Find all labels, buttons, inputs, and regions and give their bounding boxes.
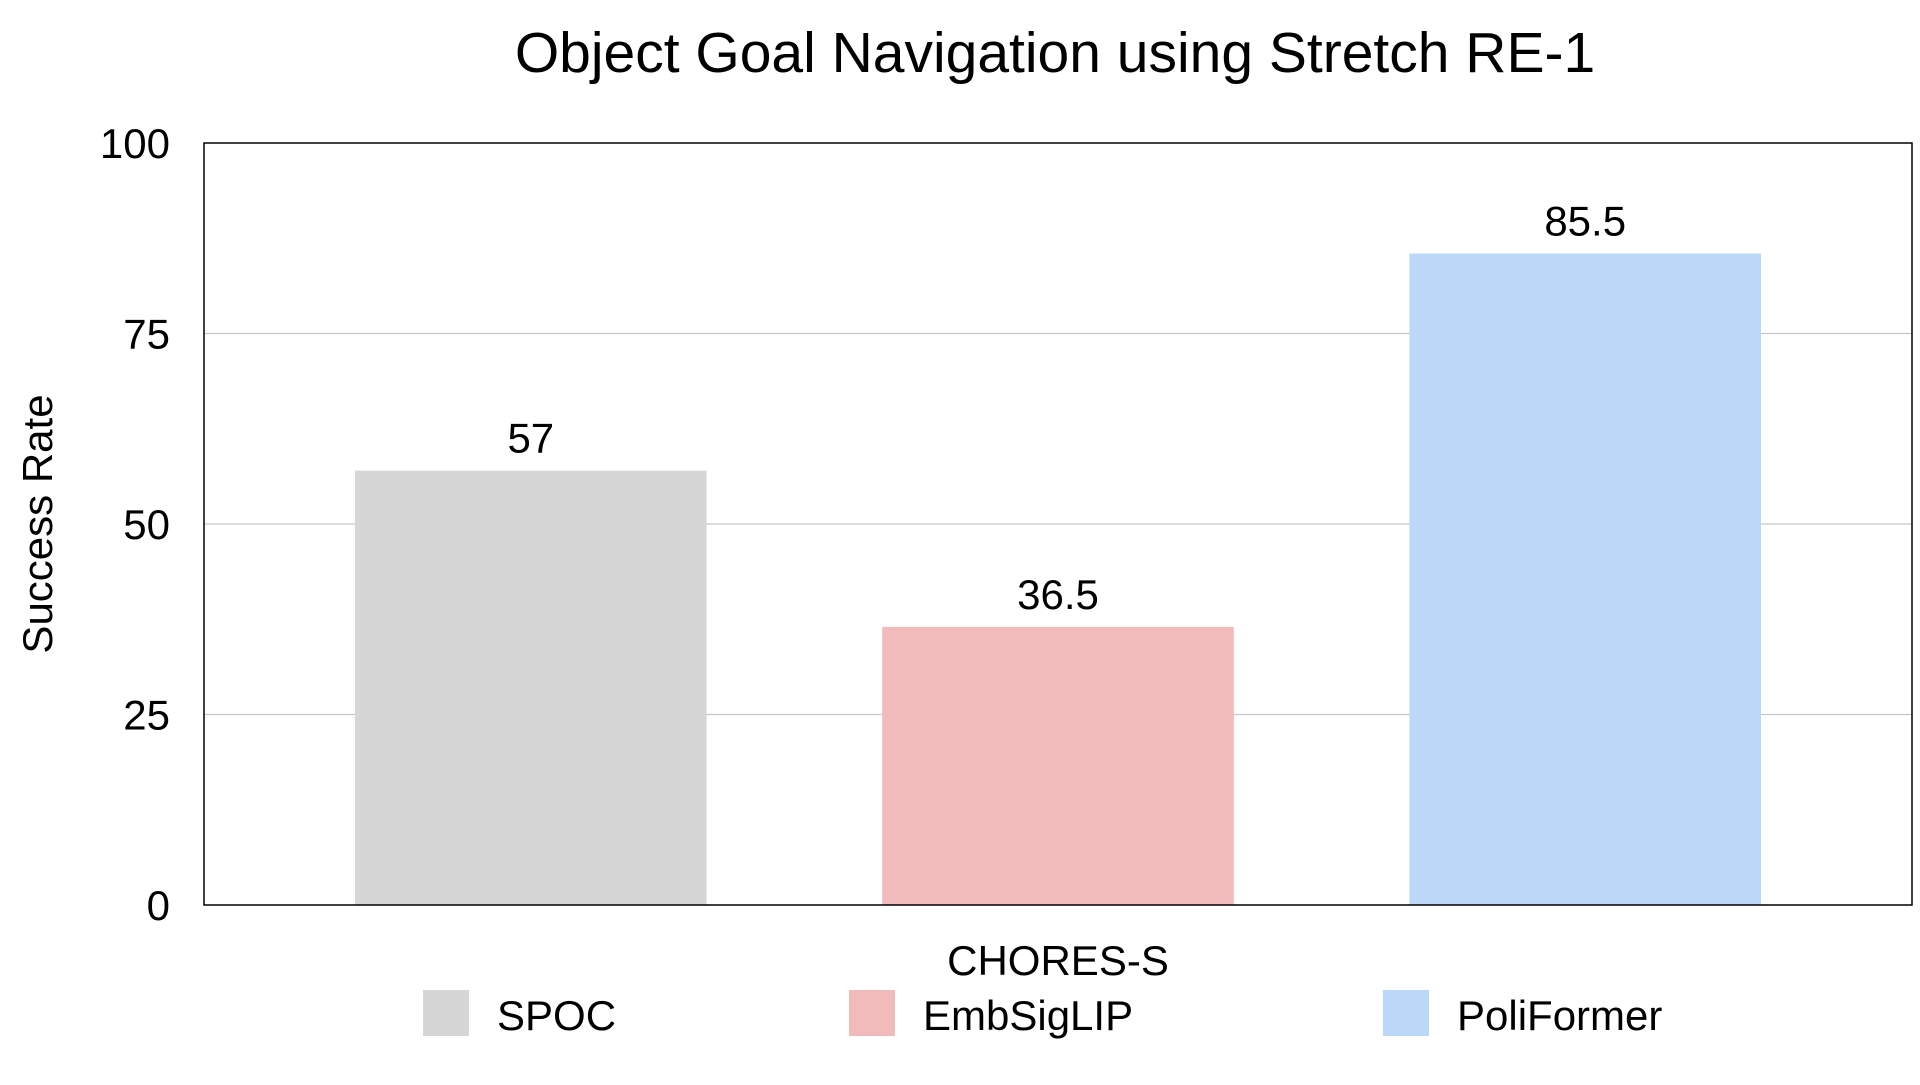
- bar-embsiglip: [882, 626, 1234, 905]
- y-axis-ticks: 0 25 50 75 100: [100, 120, 170, 929]
- plot-area-frame: [203, 142, 1913, 906]
- legend-swatch: [1383, 990, 1429, 1036]
- y-tick-label: 75: [123, 311, 170, 358]
- legend-label: SPOC: [497, 992, 616, 1039]
- legend-label: EmbSigLIP: [923, 992, 1133, 1039]
- legend-swatch: [423, 990, 469, 1036]
- bars: 57 36.5 85.5: [354, 197, 1762, 906]
- data-label: 85.5: [1544, 197, 1626, 244]
- y-tick-label: 0: [147, 882, 170, 929]
- bar-spoc: [354, 470, 707, 905]
- y-tick-label: 100: [100, 120, 170, 167]
- y-tick-label: 25: [123, 692, 170, 739]
- legend: SPOC EmbSigLIP PoliFormer: [423, 990, 1662, 1039]
- chart-title: Object Goal Navigation using Stretch RE-…: [515, 21, 1595, 85]
- data-label: 36.5: [1017, 571, 1099, 618]
- x-category-label: CHORES-S: [947, 937, 1169, 984]
- data-label: 57: [507, 415, 554, 462]
- y-axis-label: Success Rate: [14, 394, 61, 653]
- bar-poliformer: [1409, 253, 1762, 906]
- y-tick-label: 50: [123, 501, 170, 548]
- legend-swatch: [849, 990, 895, 1036]
- legend-label: PoliFormer: [1457, 992, 1662, 1039]
